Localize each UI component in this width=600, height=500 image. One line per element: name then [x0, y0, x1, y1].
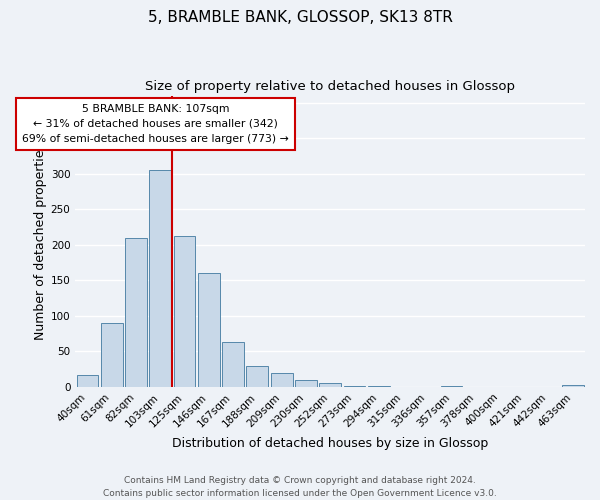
Bar — [368, 386, 389, 387]
Bar — [562, 385, 584, 387]
X-axis label: Distribution of detached houses by size in Glossop: Distribution of detached houses by size … — [172, 437, 488, 450]
Bar — [319, 384, 341, 387]
Bar — [101, 323, 122, 387]
Bar — [77, 375, 98, 387]
Bar — [344, 386, 365, 387]
Y-axis label: Number of detached properties: Number of detached properties — [34, 143, 47, 340]
Bar — [173, 236, 196, 387]
Bar — [125, 238, 147, 387]
Text: 5 BRAMBLE BANK: 107sqm
← 31% of detached houses are smaller (342)
69% of semi-de: 5 BRAMBLE BANK: 107sqm ← 31% of detached… — [22, 104, 289, 144]
Bar — [198, 273, 220, 387]
Bar — [440, 386, 463, 387]
Bar — [271, 372, 293, 387]
Bar — [222, 342, 244, 387]
Bar — [149, 170, 171, 387]
Text: Contains HM Land Registry data © Crown copyright and database right 2024.
Contai: Contains HM Land Registry data © Crown c… — [103, 476, 497, 498]
Bar — [295, 380, 317, 387]
Bar — [247, 366, 268, 387]
Text: 5, BRAMBLE BANK, GLOSSOP, SK13 8TR: 5, BRAMBLE BANK, GLOSSOP, SK13 8TR — [148, 10, 452, 25]
Title: Size of property relative to detached houses in Glossop: Size of property relative to detached ho… — [145, 80, 515, 93]
